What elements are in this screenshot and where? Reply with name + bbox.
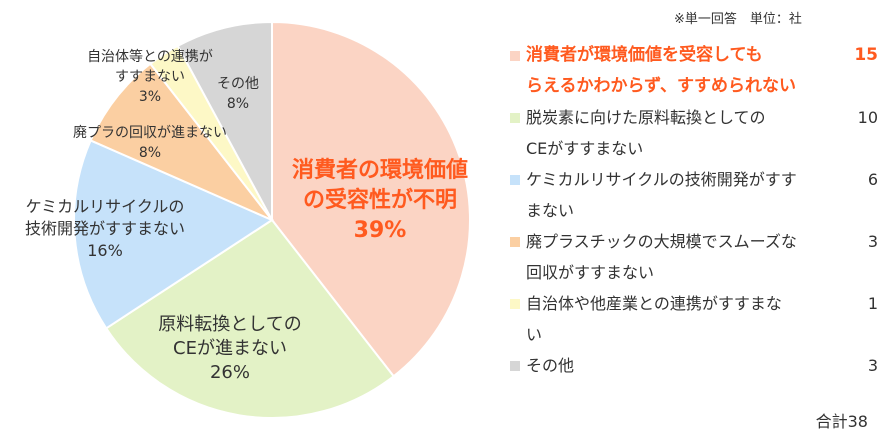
- pie-slice-2: [104, 218, 396, 419]
- pie-slice-3: [73, 139, 275, 330]
- legend-swatch: [510, 299, 520, 309]
- slice-label-4: 廃プラの回収が進まない 8%: [73, 124, 227, 161]
- legend-swatch: [510, 51, 520, 61]
- legend-swatch: [510, 113, 520, 123]
- legend-label: 廃プラスチックの大規模でスムーズな 回収がすすまない: [526, 232, 797, 282]
- legend-label: 自治体や他産業との連携がすすまない: [526, 294, 782, 344]
- legend-value: 15: [854, 45, 878, 65]
- slice-label-3: ケミカルリサイクルの技術開発がすすまない 16%: [25, 197, 185, 260]
- total-label: 合計38: [815, 412, 868, 431]
- legend-swatch: [510, 237, 520, 247]
- legend-value: 1: [867, 294, 878, 313]
- slice-label-5: 自治体等との連携がすすまない 3%: [87, 48, 213, 105]
- legend-label: 消費者が環境価値を受容しても らえるかわからず、すすめられない: [526, 45, 796, 96]
- slice-label-6: その他 8%: [217, 76, 259, 112]
- legend-value: 3: [867, 356, 878, 375]
- legend-swatch: [510, 361, 520, 371]
- legend-value: 3: [867, 232, 878, 251]
- legend-label: その他: [526, 356, 575, 375]
- pie-slice-4: [89, 62, 273, 221]
- slice-label-1: 消費者の環境価値の受容性が不明 39%: [292, 157, 468, 243]
- legend-value: 10: [857, 108, 878, 127]
- slice-label-2: 原料転換としての CEが進まない 26%: [158, 314, 301, 383]
- pie-slice-1: [271, 20, 471, 378]
- pie-slice-6: [176, 20, 273, 221]
- legend-label: 脱炭素に向けた原料転換としての CEがすすまない: [526, 108, 766, 158]
- answer-unit-note: ※単一回答 単位：社: [674, 12, 802, 27]
- legend-label: ケミカルリサイクルの技術開発がすす まない: [526, 170, 797, 220]
- legend-value: 6: [867, 170, 878, 189]
- pie-chart: 消費者の環境価値の受容性が不明 39% 原料転換としての CEが進まない 26% ケミカル…: [25, 20, 471, 419]
- legend-swatch: [510, 175, 520, 185]
